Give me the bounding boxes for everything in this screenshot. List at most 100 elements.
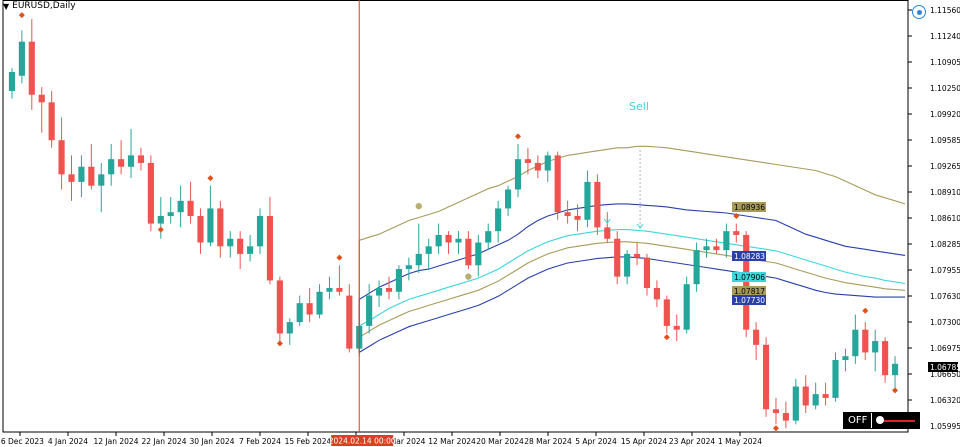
candle[interactable] bbox=[118, 140, 125, 175]
candle[interactable] bbox=[207, 185, 214, 247]
candle-body bbox=[177, 200, 184, 213]
candle[interactable] bbox=[683, 276, 690, 334]
candle[interactable] bbox=[38, 87, 45, 133]
candle[interactable] bbox=[326, 276, 333, 300]
candle[interactable] bbox=[8, 68, 16, 99]
candle[interactable] bbox=[266, 197, 274, 285]
candle[interactable] bbox=[376, 280, 383, 307]
candle[interactable] bbox=[891, 356, 899, 391]
candle[interactable] bbox=[643, 253, 651, 296]
candle[interactable] bbox=[88, 144, 95, 190]
candle[interactable] bbox=[852, 314, 859, 364]
candle-body bbox=[266, 216, 274, 281]
candle[interactable] bbox=[28, 18, 35, 110]
candle[interactable] bbox=[584, 170, 591, 228]
candle[interactable] bbox=[256, 208, 264, 254]
candle[interactable] bbox=[624, 250, 631, 285]
candle[interactable] bbox=[614, 231, 621, 285]
symbol-title[interactable]: ▼ EURUSD,Daily bbox=[3, 1, 76, 11]
candle[interactable] bbox=[822, 382, 829, 406]
indicator-settings-icon[interactable] bbox=[912, 5, 926, 19]
candle[interactable] bbox=[653, 280, 660, 307]
candle[interactable] bbox=[495, 200, 502, 243]
candle[interactable] bbox=[862, 322, 869, 360]
candle[interactable] bbox=[812, 382, 819, 410]
candle[interactable] bbox=[296, 295, 303, 326]
candle[interactable] bbox=[336, 265, 343, 296]
candle[interactable] bbox=[485, 223, 492, 251]
candle-body bbox=[415, 253, 422, 266]
candle[interactable] bbox=[544, 151, 551, 182]
candle[interactable] bbox=[395, 265, 403, 300]
toggle-knob[interactable] bbox=[876, 416, 885, 424]
candle[interactable] bbox=[465, 231, 472, 270]
candle[interactable] bbox=[247, 234, 254, 262]
candle[interactable] bbox=[286, 318, 293, 345]
candle[interactable] bbox=[723, 223, 730, 258]
candle[interactable] bbox=[306, 288, 313, 323]
candle[interactable] bbox=[366, 284, 373, 334]
candle[interactable] bbox=[405, 257, 412, 281]
candle[interactable] bbox=[594, 174, 601, 235]
candle[interactable] bbox=[554, 151, 561, 220]
candle[interactable] bbox=[475, 234, 482, 277]
candle[interactable] bbox=[703, 238, 710, 258]
candle[interactable] bbox=[455, 231, 462, 254]
candle[interactable] bbox=[18, 30, 25, 84]
candle[interactable] bbox=[872, 329, 879, 372]
candle[interactable] bbox=[425, 238, 432, 270]
candle[interactable] bbox=[514, 144, 522, 198]
candle[interactable] bbox=[276, 276, 283, 342]
candle[interactable] bbox=[693, 242, 700, 292]
candle[interactable] bbox=[504, 185, 512, 216]
candle[interactable] bbox=[663, 295, 670, 334]
candle[interactable] bbox=[108, 144, 115, 186]
candle[interactable] bbox=[753, 322, 760, 360]
candle[interactable] bbox=[127, 128, 135, 179]
dropdown-triangle-icon[interactable]: ▼ bbox=[3, 1, 10, 11]
candle[interactable] bbox=[78, 155, 85, 198]
candle[interactable] bbox=[882, 337, 889, 383]
candle[interactable] bbox=[802, 375, 809, 414]
candle[interactable] bbox=[574, 204, 581, 232]
candle[interactable] bbox=[237, 231, 244, 270]
candle[interactable] bbox=[445, 231, 452, 254]
candle[interactable] bbox=[713, 238, 720, 254]
candle[interactable] bbox=[782, 401, 789, 429]
candle[interactable] bbox=[604, 212, 611, 243]
time-axis-label: 12 Jan 2024 bbox=[94, 437, 139, 446]
candle[interactable] bbox=[147, 155, 154, 232]
candle[interactable] bbox=[772, 397, 780, 425]
candle[interactable] bbox=[217, 200, 224, 258]
candle[interactable] bbox=[316, 284, 323, 319]
candle[interactable] bbox=[346, 284, 353, 353]
candle[interactable] bbox=[227, 231, 234, 258]
candle[interactable] bbox=[435, 223, 442, 254]
candle[interactable] bbox=[187, 181, 194, 224]
candle[interactable] bbox=[832, 352, 839, 402]
candle[interactable] bbox=[415, 223, 422, 273]
candle[interactable] bbox=[167, 197, 174, 224]
candle[interactable] bbox=[792, 378, 799, 425]
candle[interactable] bbox=[385, 276, 393, 300]
candle[interactable] bbox=[633, 242, 641, 266]
candle[interactable] bbox=[743, 231, 750, 338]
candle[interactable] bbox=[137, 147, 145, 171]
candle[interactable] bbox=[177, 185, 184, 228]
candle[interactable] bbox=[68, 155, 75, 201]
candle[interactable] bbox=[524, 147, 531, 175]
candle[interactable] bbox=[733, 223, 740, 243]
candle[interactable] bbox=[762, 337, 770, 417]
candle[interactable] bbox=[842, 348, 849, 372]
candle[interactable] bbox=[58, 117, 65, 190]
candle[interactable] bbox=[48, 90, 55, 148]
candle[interactable] bbox=[564, 200, 571, 224]
candle[interactable] bbox=[673, 314, 680, 342]
candle[interactable] bbox=[98, 162, 105, 213]
candle[interactable] bbox=[534, 155, 541, 179]
indicator-toggle-panel[interactable]: OFF bbox=[843, 412, 920, 429]
candle[interactable] bbox=[197, 208, 204, 254]
toggle-slider[interactable] bbox=[872, 413, 919, 428]
